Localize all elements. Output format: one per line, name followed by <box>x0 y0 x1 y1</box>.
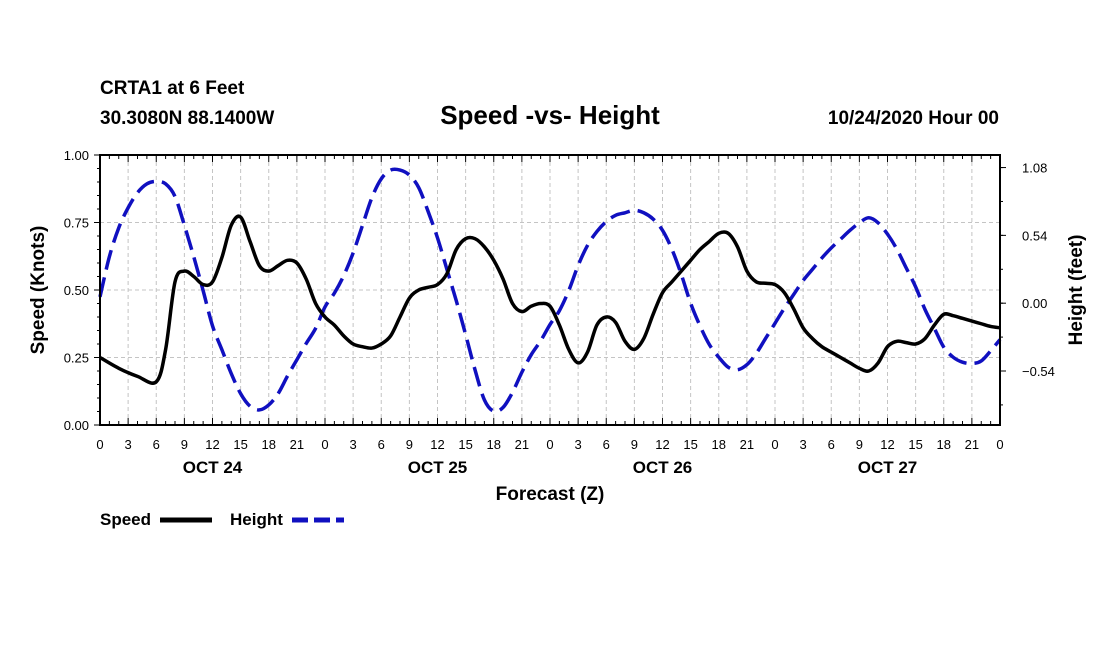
x-tick-label: 12 <box>880 437 894 452</box>
legend-label-height: Height <box>230 510 283 529</box>
station-name: CRTA1 at 6 Feet <box>100 78 245 99</box>
y-right-tick-label: 0.54 <box>1022 228 1047 243</box>
x-tick-label: 3 <box>125 437 132 452</box>
x-tick-label: 15 <box>233 437 247 452</box>
y-right-tick-label: −0.54 <box>1022 364 1055 379</box>
forecast-date: 10/24/2020 Hour 00 <box>828 108 999 129</box>
series-line-speed <box>99 214 1001 385</box>
x-tick-label: 18 <box>937 437 951 452</box>
x-tick-label: 9 <box>406 437 413 452</box>
x-tick-label: 12 <box>430 437 444 452</box>
x-tick-label: 9 <box>181 437 188 452</box>
chart-title: Speed -vs- Height <box>440 100 660 130</box>
x-tick-label: 18 <box>712 437 726 452</box>
x-tick-label: 21 <box>515 437 529 452</box>
x-tick-label: 0 <box>996 437 1003 452</box>
x-tick-label: 0 <box>771 437 778 452</box>
y-left-tick-label: 1.00 <box>64 148 89 163</box>
x-axis-label: Forecast (Z) <box>496 484 605 505</box>
x-tick-label: 0 <box>321 437 328 452</box>
x-tick-label: 21 <box>740 437 754 452</box>
day-label: OCT 27 <box>858 458 918 477</box>
x-tick-label: 3 <box>800 437 807 452</box>
x-tick-label: 6 <box>153 437 160 452</box>
x-tick-label: 15 <box>908 437 922 452</box>
y-right-tick-label: 1.08 <box>1022 161 1047 176</box>
x-tick-label: 3 <box>575 437 582 452</box>
day-label: OCT 26 <box>633 458 693 477</box>
x-tick-label: 3 <box>350 437 357 452</box>
legend-label-speed: Speed <box>100 510 151 529</box>
x-tick-label: 9 <box>631 437 638 452</box>
x-tick-label: 0 <box>96 437 103 452</box>
legend: Speed Height <box>100 510 344 529</box>
y-axis-label-right: Height (feet) <box>1066 235 1087 346</box>
x-tick-label: 6 <box>828 437 835 452</box>
series-layer <box>98 167 1002 414</box>
y-axis-label-left: Speed (Knots) <box>28 226 49 355</box>
x-tick-label: 18 <box>262 437 276 452</box>
x-tick-label: 15 <box>683 437 697 452</box>
series-line-height <box>98 167 1002 414</box>
ticks: 0 3 6 9 12 15 18 21 0 3 6 9 12 15 18 21 0 3 6 9 12 15 18 21 0 3 6 9… <box>64 148 1055 477</box>
x-tick-label: 21 <box>290 437 304 452</box>
x-tick-label: 12 <box>205 437 219 452</box>
x-tick-label: 0 <box>546 437 553 452</box>
station-coords: 30.3080N 88.1400W <box>100 108 274 129</box>
grid <box>100 155 1000 425</box>
y-left-tick-label: 0.00 <box>64 418 89 433</box>
x-tick-label: 6 <box>603 437 610 452</box>
y-right-tick-label: 0.00 <box>1022 296 1047 311</box>
x-tick-label: 18 <box>487 437 501 452</box>
day-label: OCT 24 <box>183 458 243 477</box>
x-tick-label: 15 <box>458 437 472 452</box>
x-tick-label: 21 <box>965 437 979 452</box>
day-label: OCT 25 <box>408 458 468 477</box>
y-left-tick-label: 0.25 <box>64 351 89 366</box>
x-tick-label: 9 <box>856 437 863 452</box>
x-tick-label: 12 <box>655 437 669 452</box>
x-tick-label: 6 <box>378 437 385 452</box>
y-left-tick-label: 0.50 <box>64 283 89 298</box>
y-left-tick-label: 0.75 <box>64 216 89 231</box>
